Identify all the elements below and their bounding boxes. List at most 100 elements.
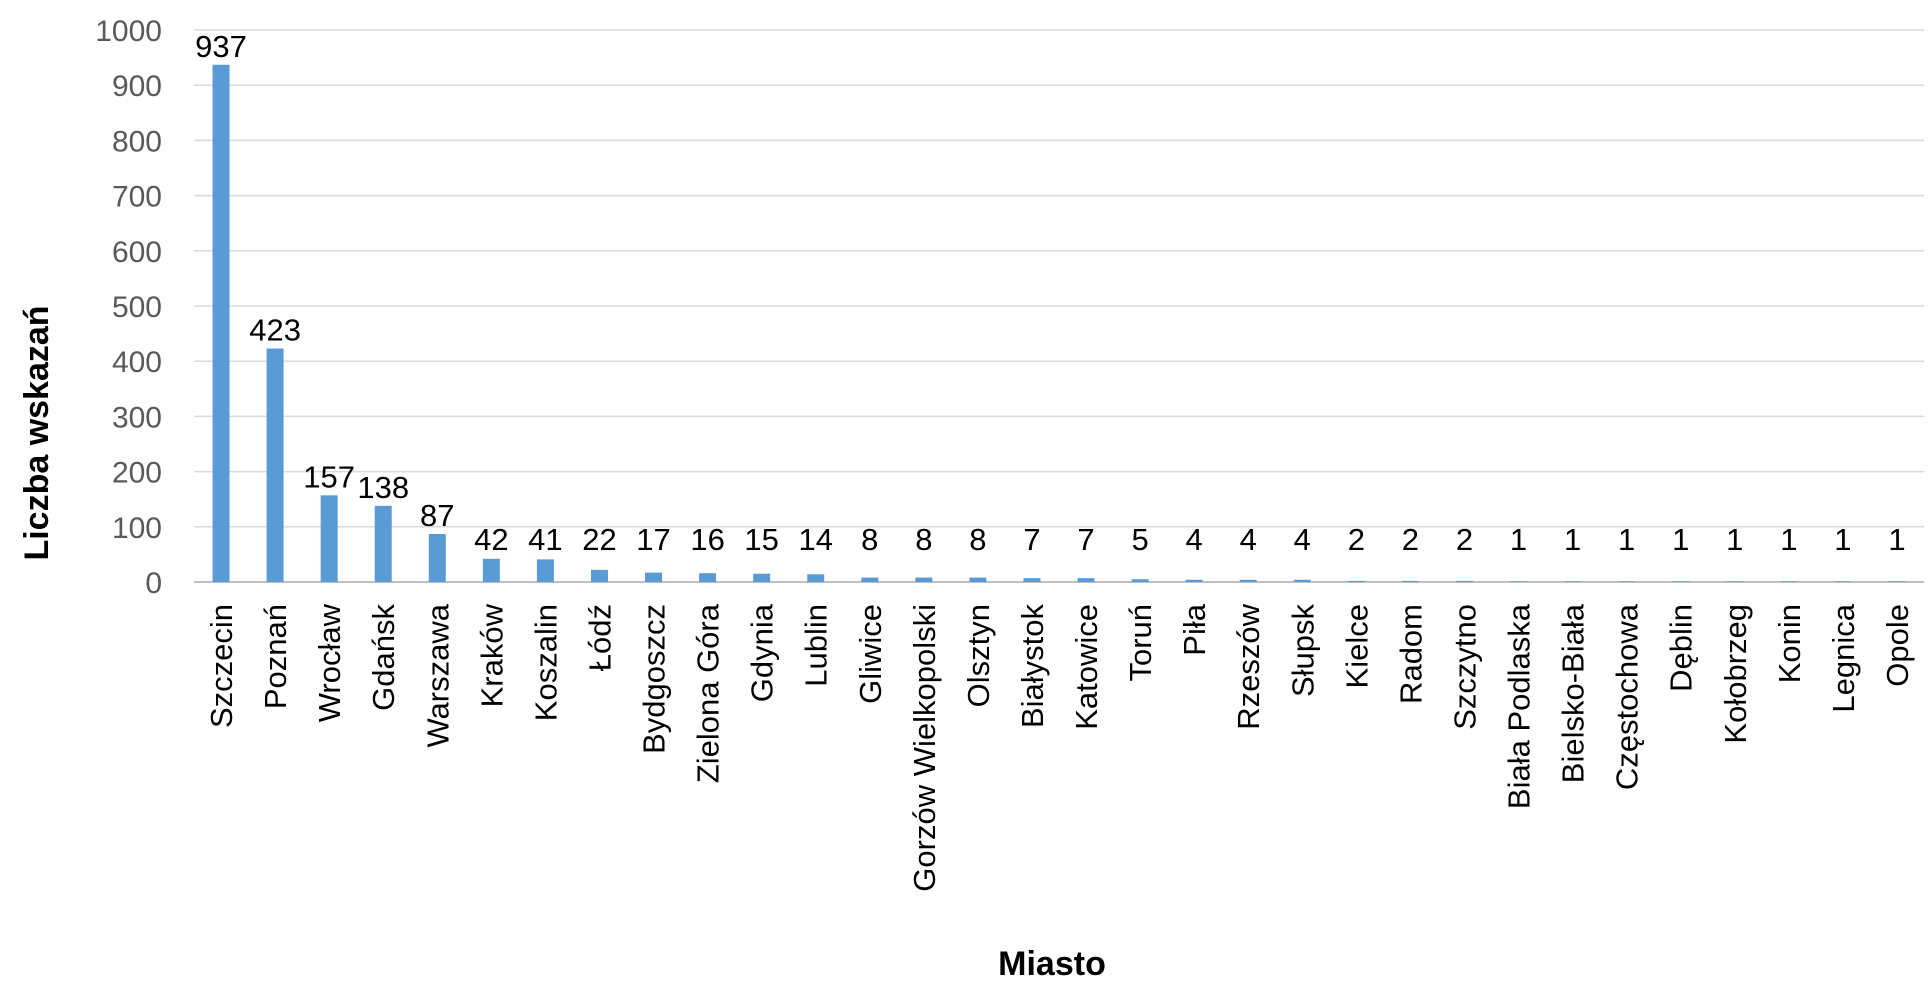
x-category-label: Poznań (258, 604, 293, 709)
data-label: 8 (969, 522, 986, 557)
data-label: 1 (1726, 522, 1743, 557)
x-category-label: Gdańsk (366, 604, 401, 711)
bar (753, 573, 771, 582)
bar (969, 577, 987, 582)
data-label: 1 (1834, 522, 1851, 557)
y-tick-label: 500 (112, 291, 162, 324)
x-category-label: Toruń (1123, 604, 1158, 682)
bar (536, 559, 554, 582)
bar (1780, 581, 1798, 582)
x-category-label: Piła (1177, 603, 1212, 655)
bar (915, 577, 933, 582)
bar (1293, 579, 1311, 582)
data-label: 42 (474, 522, 508, 557)
bar (1347, 580, 1365, 582)
bar (320, 495, 338, 582)
data-label: 138 (357, 470, 409, 505)
x-category-label: Bielsko-Biała (1556, 603, 1591, 783)
data-label: 4 (1240, 522, 1257, 557)
bar (428, 533, 446, 582)
bar (1726, 581, 1744, 582)
y-tick-label: 100 (112, 512, 162, 545)
data-label: 16 (690, 522, 724, 557)
x-category-label: Kielce (1339, 604, 1374, 688)
x-category-label: Opole (1880, 604, 1915, 687)
y-tick-label: 700 (112, 181, 162, 214)
bar (482, 558, 500, 582)
bar (1618, 581, 1636, 582)
data-label: 7 (1023, 522, 1040, 557)
data-label: 4 (1294, 522, 1311, 557)
bar (1510, 581, 1528, 582)
x-category-label: Łódź (582, 604, 617, 671)
data-label: 2 (1402, 522, 1419, 557)
x-category-label: Słupsk (1285, 604, 1320, 698)
x-category-label: Szczecin (204, 604, 239, 728)
data-label: 7 (1077, 522, 1094, 557)
bars (212, 64, 1906, 582)
x-category-label: Gliwice (853, 604, 888, 704)
y-tick-label: 200 (112, 457, 162, 490)
data-label: 937 (195, 29, 247, 64)
data-label: 1 (1672, 522, 1689, 557)
bar (374, 505, 392, 582)
bar (861, 577, 879, 582)
data-label: 423 (249, 313, 301, 348)
bar (590, 569, 608, 582)
x-category-label: Koszalin (528, 604, 563, 721)
data-label: 41 (528, 522, 562, 557)
data-label: 87 (420, 498, 454, 533)
y-tick-label: 1000 (95, 15, 162, 48)
x-category-label: Kraków (474, 603, 509, 707)
bar (1185, 579, 1203, 582)
y-tick-label: 600 (112, 236, 162, 269)
data-label: 8 (861, 522, 878, 557)
data-label: 1 (1888, 522, 1905, 557)
y-tick-label: 900 (112, 70, 162, 103)
y-tick-label: 400 (112, 346, 162, 379)
data-label: 1 (1618, 522, 1635, 557)
bar (1131, 579, 1149, 582)
x-category-label: Białystok (1015, 604, 1050, 729)
x-axis-categories: Szczecin Poznań Wrocław Gdańsk Warszawa Krakó… (204, 603, 1915, 891)
y-tick-label: 0 (145, 567, 162, 600)
y-axis-ticks: 0 100 200 300 400 500 600 700 800 900 1000 (95, 15, 162, 600)
x-category-label: Warszawa (420, 603, 455, 747)
bar (1672, 581, 1690, 582)
x-category-label: Bydgoszcz (637, 604, 672, 754)
data-label: 1 (1564, 522, 1581, 557)
data-label: 4 (1186, 522, 1203, 557)
data-label: 8 (915, 522, 932, 557)
data-label: 22 (582, 522, 616, 557)
data-label: 1 (1510, 522, 1527, 557)
bar (699, 573, 717, 582)
x-category-label: Legnica (1826, 603, 1861, 712)
gridlines (194, 29, 1924, 583)
x-category-label: Rzeszów (1231, 603, 1266, 729)
bar (807, 574, 825, 582)
x-category-label: Konin (1772, 604, 1807, 683)
x-category-label: Olsztyn (961, 604, 996, 707)
bar (1023, 578, 1041, 582)
bar (1401, 580, 1419, 582)
y-tick-label: 800 (112, 125, 162, 158)
bar (1239, 579, 1257, 582)
bar (1564, 581, 1582, 582)
x-category-label: Gdynia (745, 603, 780, 702)
data-label: 2 (1456, 522, 1473, 557)
bar (1834, 581, 1852, 582)
bar (645, 572, 663, 582)
x-category-label: Gorzów Wielkopolski (907, 604, 942, 892)
x-category-label: Katowice (1069, 604, 1104, 730)
x-category-label: Dęblin (1664, 604, 1699, 692)
bar (1077, 578, 1095, 582)
x-category-label: Zielona Góra (691, 603, 726, 783)
bar (1888, 581, 1906, 582)
x-category-label: Częstochowa (1610, 603, 1645, 790)
y-tick-label: 300 (112, 401, 162, 434)
x-category-label: Biała Podlaska (1502, 603, 1537, 809)
data-label: 157 (303, 459, 355, 494)
x-category-label: Kołobrzeg (1718, 604, 1753, 744)
data-label: 15 (744, 522, 778, 557)
